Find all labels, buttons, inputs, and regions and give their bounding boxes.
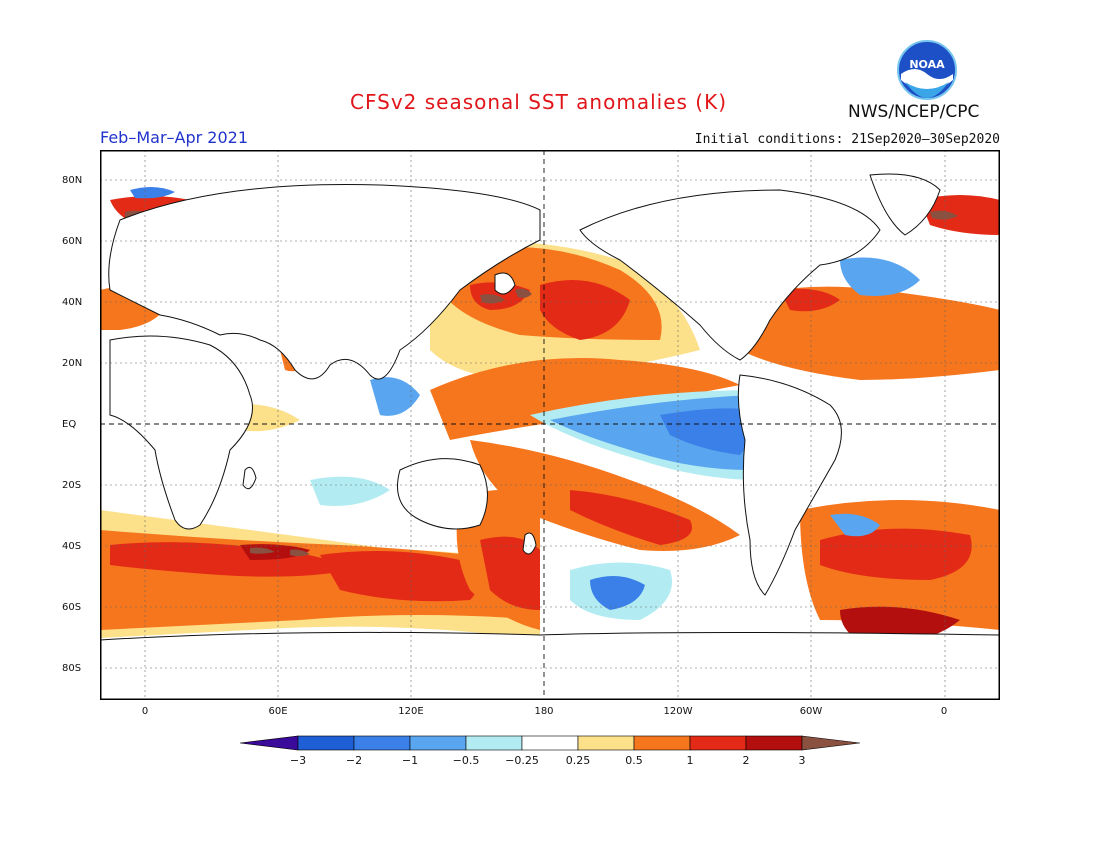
gridlines xyxy=(100,150,1000,700)
colorbar-labels: −3 −2 −1 −0.5 −0.25 0.25 0.5 1 2 3 xyxy=(290,754,806,767)
lat-label-60n: 60N xyxy=(62,236,83,247)
southern-red-band xyxy=(110,542,350,577)
madagascar xyxy=(242,466,257,490)
greenland xyxy=(869,173,941,236)
colorbar-label: 0.5 xyxy=(625,754,643,767)
north-america xyxy=(579,189,881,361)
lon-label-180: 180 xyxy=(534,706,554,717)
colorbar-box xyxy=(633,735,691,751)
sst-anomaly-map xyxy=(100,150,1000,700)
lon-label-120e: 120E xyxy=(398,706,424,717)
noaa-logo-text: NOAA xyxy=(909,58,945,71)
south-atlantic-cold xyxy=(830,513,880,537)
colorbar-label: −0.25 xyxy=(505,754,539,767)
north-atlantic-cold xyxy=(840,257,920,296)
lat-label-60s: 60S xyxy=(62,602,82,613)
lat-label-20n: 20N xyxy=(62,358,83,369)
anomaly-field xyxy=(100,186,1000,645)
land-masses xyxy=(100,173,1000,700)
chart-title: CFSv2 seasonal SST anomalies (K) xyxy=(350,90,727,114)
colorbar-end-low xyxy=(239,735,299,751)
colorbar-label: −0.5 xyxy=(453,754,480,767)
colorbar-box xyxy=(745,735,803,751)
arctic-red-right xyxy=(920,195,1000,235)
tasman-red xyxy=(480,536,540,610)
colorbar-boxes xyxy=(239,735,861,751)
africa xyxy=(109,335,253,530)
colorbar-label: −1 xyxy=(402,754,418,767)
colorbar-box xyxy=(689,735,747,751)
noaa-logo: NOAA xyxy=(897,40,957,100)
colorbar-box xyxy=(465,735,523,751)
reference-lines xyxy=(100,150,1000,700)
lat-label-eq: EQ xyxy=(62,419,77,430)
southern-brown-1 xyxy=(250,547,275,554)
lat-label-80n: 80N xyxy=(62,175,83,186)
tropical-warm-tongue xyxy=(430,358,740,440)
kuroshio-red xyxy=(470,282,530,310)
arctic-cold-left xyxy=(130,186,175,199)
colorbar: −3 −2 −1 −0.5 −0.25 0.25 0.5 1 2 3 xyxy=(239,734,861,774)
cold-tongue-core xyxy=(660,408,752,455)
agency-label: NWS/NCEP/CPC xyxy=(848,102,980,122)
colorbar-box xyxy=(353,735,411,751)
kuroshio-brown-2 xyxy=(515,288,532,298)
antarctica xyxy=(100,631,1000,700)
colorbar-box xyxy=(409,735,467,751)
indian-ocean-cold xyxy=(310,476,390,506)
colorbar-label: 2 xyxy=(743,754,750,767)
north-atlantic-red xyxy=(780,288,840,312)
colorbar-box xyxy=(297,735,355,751)
south-pacific-cold xyxy=(590,576,645,610)
south-america xyxy=(737,374,842,596)
map-frame xyxy=(100,150,1000,700)
lon-label-0: 0 xyxy=(141,706,149,717)
lon-label-60e: 60E xyxy=(268,706,288,717)
eurasia xyxy=(108,183,541,380)
forecast-period: Feb–Mar–Apr 2021 xyxy=(100,128,248,147)
lat-label-80s: 80S xyxy=(62,663,82,674)
south-pacific-red xyxy=(570,490,692,545)
lon-label-60w: 60W xyxy=(799,706,823,717)
north-pacific-red xyxy=(540,280,630,340)
colorbar-box xyxy=(521,735,579,751)
maritime-cold xyxy=(370,377,420,416)
australia xyxy=(397,458,488,530)
southern-red-band-2 xyxy=(320,551,478,602)
colorbar-label: 0.25 xyxy=(566,754,591,767)
colorbar-label: −2 xyxy=(346,754,362,767)
lat-label-20s: 20S xyxy=(62,480,82,491)
colorbar-label: −3 xyxy=(290,754,306,767)
japan xyxy=(494,272,516,295)
colorbar-box xyxy=(577,735,635,751)
lon-label-120w: 120W xyxy=(663,706,693,717)
kuroshio-brown xyxy=(480,294,505,304)
lat-label-40n: 40N xyxy=(62,297,83,308)
south-atlantic-red xyxy=(820,528,972,580)
arctic-brown-right xyxy=(930,210,958,220)
colorbar-end-high xyxy=(801,735,861,751)
new-zealand xyxy=(522,532,537,555)
initial-conditions: Initial conditions: 21Sep2020–30Sep2020 xyxy=(694,132,1000,147)
lon-label-0-right: 0 xyxy=(940,706,948,717)
colorbar-label: 1 xyxy=(687,754,694,767)
southern-brown-2 xyxy=(290,549,310,557)
lat-label-40s: 40S xyxy=(62,541,82,552)
colorbar-label: 3 xyxy=(799,754,806,767)
